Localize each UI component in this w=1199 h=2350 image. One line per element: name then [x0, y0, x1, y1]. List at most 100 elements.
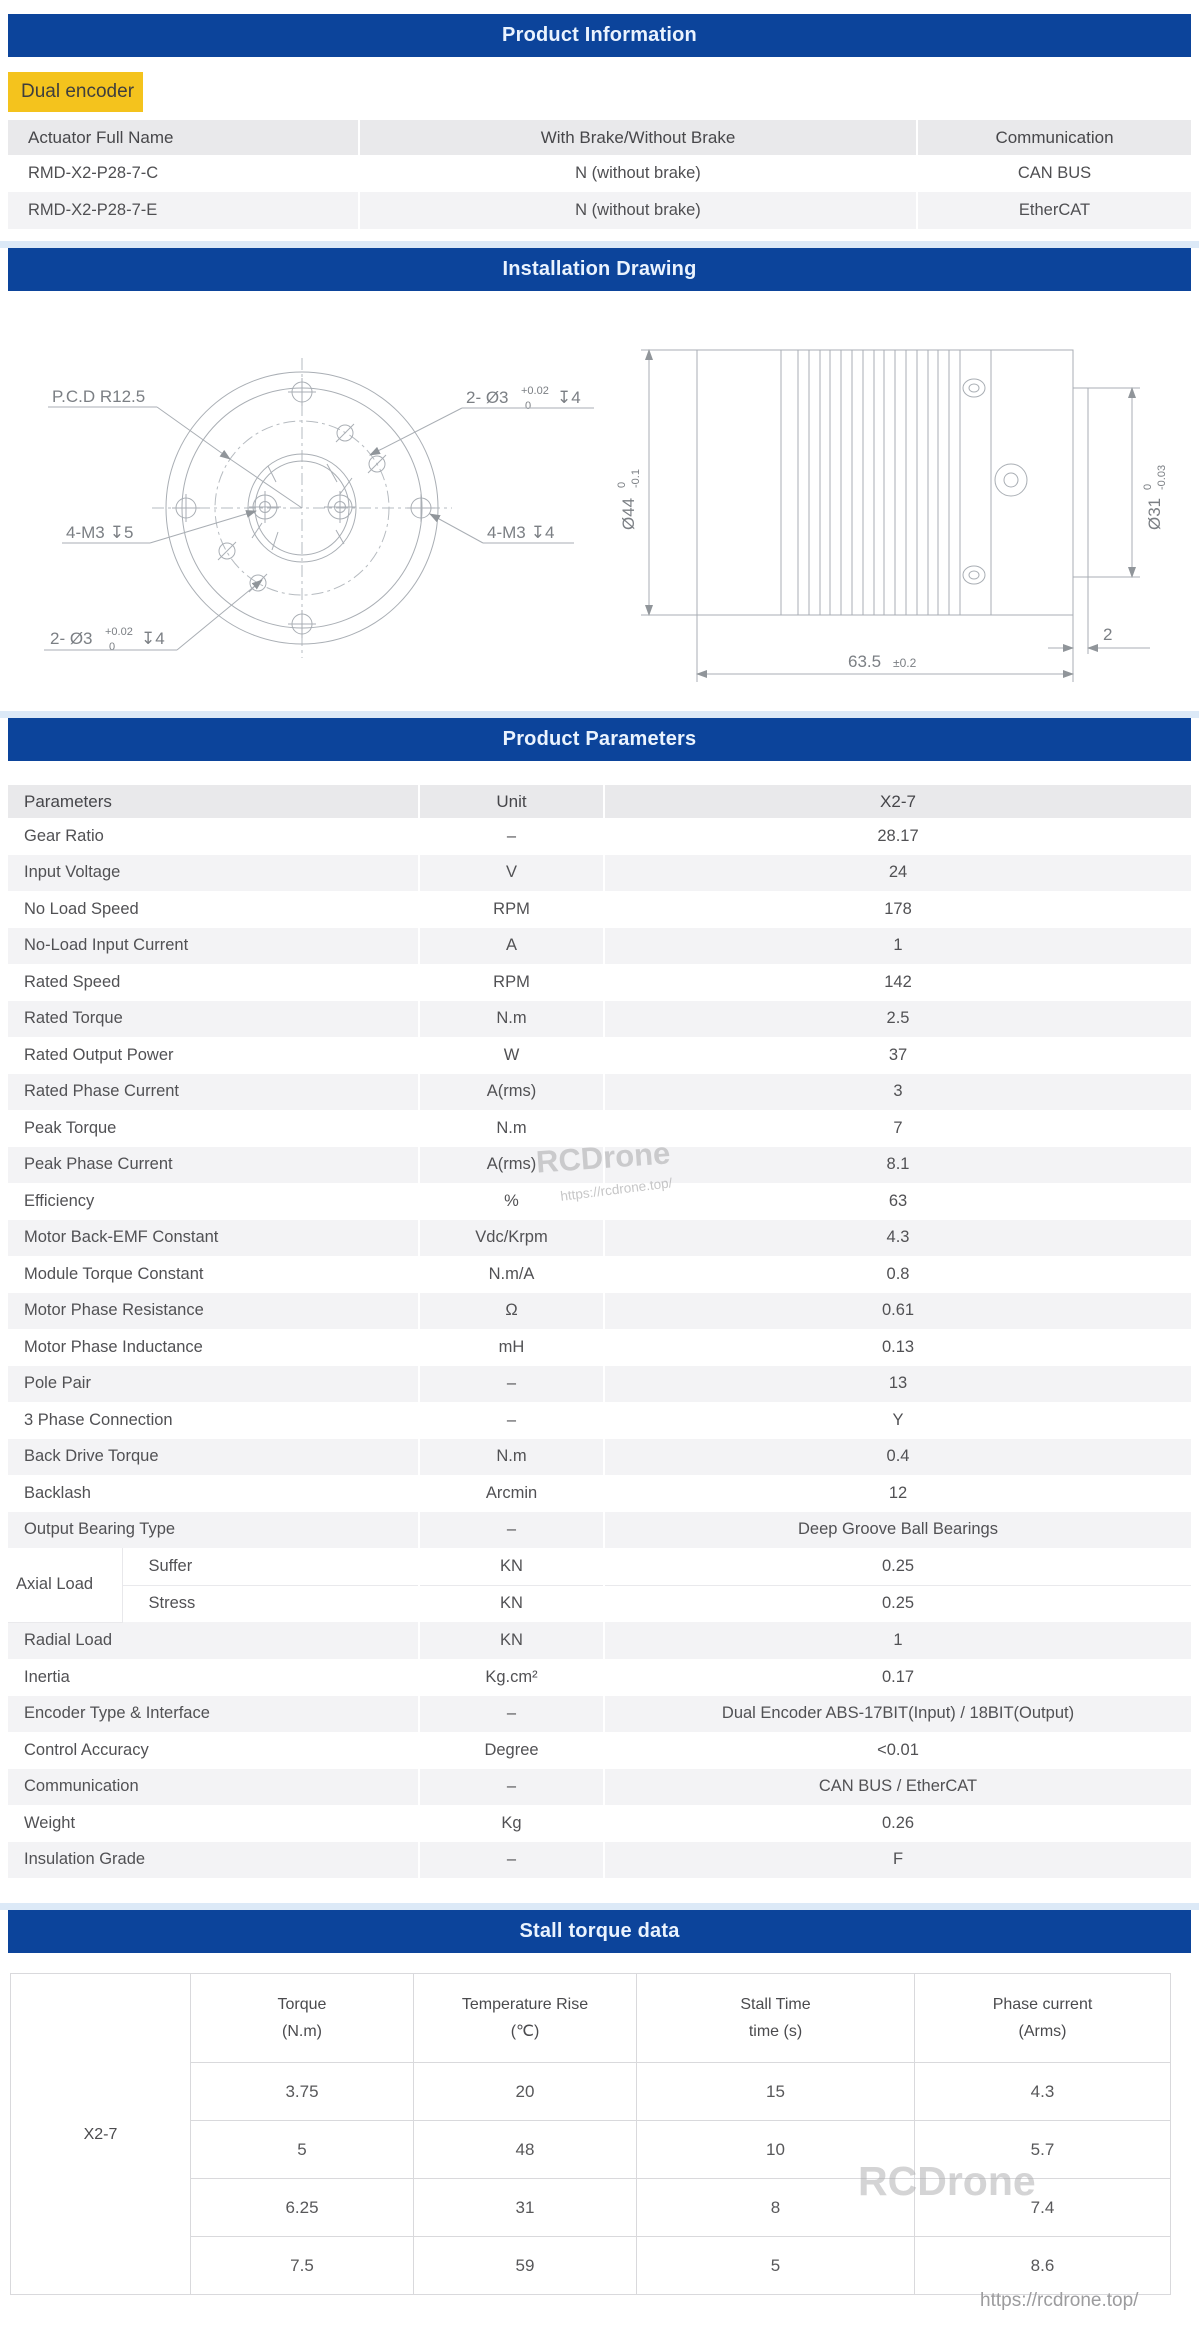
param-row: Pole Pair –13: [8, 1365, 1191, 1402]
param-row: Rated Phase Current A(rms) 3: [8, 1073, 1191, 1110]
param-row: Encoder Type & Interface – Dual Encoder AB…: [8, 1695, 1191, 1732]
param-row: Efficiency% 63: [8, 1183, 1191, 1220]
param-row: Back Drive Torque N.m 0.4: [8, 1438, 1191, 1475]
svg-text:4-M3↧4: 4-M3 ↧4: [487, 523, 554, 542]
model-label: X2-7: [10, 1973, 191, 2295]
communication-type: EtherCAT: [916, 192, 1191, 229]
param-row: Insulation Grade – F: [8, 1841, 1191, 1878]
communication-type: CAN BUS: [916, 155, 1191, 192]
section-title: Stall torque data: [519, 1920, 680, 1942]
dim-step: 2: [1048, 577, 1150, 654]
param-row: Peak Torque N.m 7: [8, 1110, 1191, 1147]
param-row: Rated Torque N.m 2.5: [8, 1000, 1191, 1037]
svg-text:2: 2: [1103, 625, 1112, 644]
brake-option: N (without brake): [358, 155, 917, 192]
brake-option: N (without brake): [358, 192, 917, 229]
stall-row: 7.5 59 5 8.6: [11, 2236, 1171, 2295]
section-title: Product Parameters: [502, 728, 697, 750]
axial-load-group-label: Axial Load: [8, 1548, 123, 1623]
params-header-row: Parameters Unit X2-7: [8, 785, 1191, 818]
section-bar-product-information: Product Information: [8, 14, 1191, 57]
section-bar-stall-torque: Stall torque data: [8, 1910, 1191, 1953]
svg-text:↧4: ↧4: [557, 388, 581, 407]
stall-row: 3.75 20 15 4.3: [11, 2062, 1171, 2121]
svg-text:-0.1: -0.1: [630, 469, 642, 488]
section-bar-product-parameters: Product Parameters: [8, 718, 1191, 761]
param-row: Module Torque Constant N.m/A 0.8: [8, 1256, 1191, 1293]
info-header-row: Actuator Full Name With Brake/Without Br…: [8, 120, 1191, 155]
stall-header-row: X2-7 Torque (N.m) Temperature Rise (℃) Sta…: [10, 1973, 1171, 2295]
param-row: Peak Phase Current A(rms) 8.1: [8, 1146, 1191, 1183]
col-header-phase-current: Phase current (Arms): [914, 1973, 1171, 2063]
col-header-unit: Unit: [418, 785, 604, 818]
param-row: Radial Load KN 1: [8, 1622, 1191, 1659]
pin-hole-label-top-right: 2- Ø3 +0.02 0 ↧4: [369, 385, 594, 456]
param-row: Rated Output Power W 37: [8, 1037, 1191, 1074]
svg-text:2- Ø3: 2- Ø3: [466, 388, 509, 407]
param-row: Inertia Kg.cm² 0.17: [8, 1659, 1191, 1696]
dual-encoder-badge: Dual encoder: [8, 72, 143, 112]
m3-label-right: 4-M3 ↧4: [429, 513, 574, 544]
pcd-label: P.C.D R12.5: [48, 387, 303, 509]
param-row: Output Bearing Type – Deep Groove Ball Bea…: [8, 1511, 1191, 1548]
param-row: Backlash Arcmin 12: [8, 1475, 1191, 1512]
stall-row: 6.25 31 8 7.4: [11, 2178, 1171, 2237]
product-parameters-table: Parameters Unit X2-7 Gear Ratio –28.17 In…: [8, 785, 1191, 1878]
param-row: Gear Ratio –28.17: [8, 818, 1191, 855]
installation-drawing: P.C.D R12.5 2- Ø3 +0.02 0 ↧4 4-M3 ↧5: [44, 349, 1168, 682]
stall-torque-table: X2-7 Torque (N.m) Temperature Rise (℃) Sta…: [10, 1973, 1171, 2295]
svg-text:0: 0: [616, 482, 628, 488]
col-header-brake: With Brake/Without Brake: [358, 120, 917, 155]
heatsink-fins: [797, 350, 961, 615]
param-row: Motor Phase Inductance mH 0.13: [8, 1329, 1191, 1366]
product-info-table: Actuator Full Name With Brake/Without Br…: [8, 120, 1191, 229]
actuator-name: RMD-X2-P28-7-C: [8, 155, 359, 192]
svg-text:0: 0: [109, 641, 115, 653]
param-row: No-Load Input Current A 1: [8, 927, 1191, 964]
m3-label-left: 4-M3 ↧5: [62, 510, 257, 544]
svg-text:P.C.D R12.5: P.C.D R12.5: [52, 387, 145, 406]
stall-row: 5 48 10 5.7: [11, 2120, 1171, 2179]
param-row-axial-suffer: Axial Load Suffer KN 0.25: [8, 1548, 1191, 1623]
hub-ticks: [251, 463, 353, 551]
col-header-actuator: Actuator Full Name: [8, 120, 359, 155]
table-row: RMD-X2-P28-7-C N (without brake) CAN BUS: [8, 155, 1191, 192]
section-title: Installation Drawing: [502, 258, 697, 280]
svg-text:0: 0: [525, 400, 531, 412]
param-row: Communication – CAN BUS / EtherCAT: [8, 1768, 1191, 1805]
dim-length: 63.5 ±0.2: [696, 615, 1074, 682]
svg-text:Ø44: Ø44: [619, 498, 638, 530]
svg-text:↧4: ↧4: [141, 629, 165, 648]
param-row-axial-stress: Stress KN 0.25: [8, 1585, 1191, 1622]
hub-screws: [249, 491, 356, 523]
col-header-communication: Communication: [916, 120, 1191, 155]
svg-text:Ø31: Ø31: [1145, 498, 1164, 530]
divider-strip: [0, 241, 1199, 248]
svg-text:0: 0: [1142, 484, 1154, 490]
divider-strip: [0, 711, 1199, 718]
pin-hole-label-bottom-left: 2- Ø3 +0.02 0 ↧4: [44, 579, 263, 653]
section-bar-installation-drawing: Installation Drawing: [8, 248, 1191, 291]
svg-text:2- Ø3: 2- Ø3: [50, 629, 93, 648]
side-view: Ø44 0 -0.1 Ø31 0 -0.03: [616, 349, 1168, 682]
param-row: No Load Speed RPM 178: [8, 891, 1191, 928]
svg-text:+0.02: +0.02: [105, 626, 133, 638]
param-row: Weight Kg 0.26: [8, 1805, 1191, 1842]
dim-dia31: Ø31 0 -0.03: [1088, 387, 1168, 578]
param-row: Motor Phase Resistance Ω 0.61: [8, 1292, 1191, 1329]
dim-dia44: Ø44 0 -0.1: [616, 349, 697, 616]
param-row: Motor Back-EMF Constant Vdc/Krpm 4.3: [8, 1219, 1191, 1256]
divider-strip: [0, 1903, 1199, 1910]
mounting-holes-outer: [172, 378, 435, 638]
svg-text:63.5: 63.5: [848, 652, 881, 671]
badge-label: Dual encoder: [21, 81, 135, 102]
col-header-temperature: Temperature Rise (℃): [413, 1973, 637, 2063]
svg-text:+0.02: +0.02: [521, 385, 549, 397]
col-header-parameters: Parameters: [8, 785, 419, 818]
col-header-torque: Torque (N.m): [190, 1973, 414, 2063]
param-row: Control Accuracy Degree <0.01: [8, 1732, 1191, 1769]
actuator-name: RMD-X2-P28-7-E: [8, 192, 359, 229]
side-screws: [962, 378, 1028, 585]
svg-text:4-M3↧5: 4-M3 ↧5: [66, 523, 133, 542]
